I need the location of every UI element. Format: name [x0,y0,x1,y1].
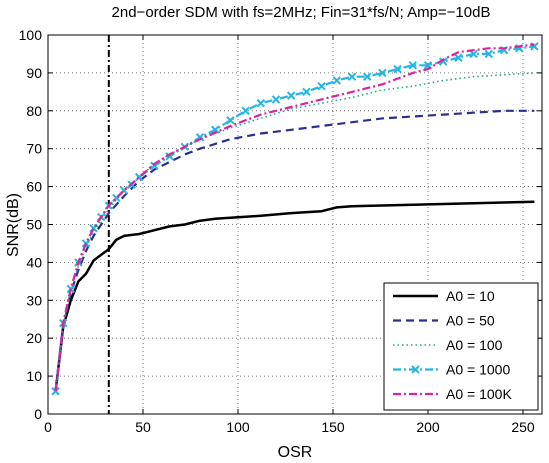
x-tick-label: 0 [44,419,52,435]
y-tick-label: 0 [34,406,42,422]
legend-item: A0 = 100 [393,337,503,353]
x-tick-label: 150 [321,419,345,435]
y-tick-label: 20 [26,330,42,346]
series-line [54,200,535,392]
x-tick-label: 50 [135,419,151,435]
legend-label: A0 = 10 [446,288,495,304]
data-point [210,125,220,134]
y-tick-label: 30 [26,292,42,308]
legend-box [383,282,539,411]
legend-label: A0 = 100K [446,386,512,402]
data-point [271,95,281,104]
y-tick-label: 50 [26,217,42,233]
data-point [393,64,402,74]
legend-label: A0 = 50 [446,313,495,329]
series-line [54,109,535,392]
data-point [408,61,418,70]
legend-item: A0 = 1000 [393,362,510,378]
legend-label: A0 = 1000 [446,362,510,378]
data-point [469,49,478,59]
y-tick-label: 10 [26,368,42,384]
data-point [484,49,494,59]
chart-title: 2nd−order SDM with fs=2MHz; Fin=31*fs/N;… [112,4,491,21]
data-point [241,106,250,116]
data-point [362,72,372,81]
x-tick-label: 250 [511,419,535,435]
data-point [226,116,235,125]
x-axis-title: OSR [278,444,313,461]
x-tick-label: 200 [416,419,440,435]
series-2 [54,109,535,392]
data-point [317,81,326,91]
data-point [332,76,342,85]
y-tick-label: 90 [26,65,42,81]
data-point [302,87,311,97]
data-point [347,72,357,81]
series-5 [54,43,535,392]
legend-label: A0 = 100 [446,337,503,353]
y-tick-label: 100 [19,27,43,43]
series-line [54,43,535,392]
y-tick-label: 70 [26,141,42,157]
legend-marker [411,365,420,374]
legend-item: A0 = 100K [393,386,512,402]
tick-labels: 0 50 100 150 200 250 0 10 20 30 40 50 60 70 80 90 100 [19,27,535,435]
y-tick-label: 40 [26,254,42,270]
series-group [51,42,539,396]
y-tick-label: 60 [26,179,42,195]
data-point [286,91,296,100]
data-point [256,99,266,108]
y-axis-title: SNR(dB) [5,193,22,257]
y-tick-label: 80 [26,103,42,119]
series-1 [54,200,535,392]
legend-item: A0 = 10 [393,288,495,304]
x-tick-label: 100 [226,419,250,435]
data-point [454,53,463,62]
data-point [438,57,448,66]
data-point [378,68,387,78]
legend: A0 = 10 A0 = 50 A0 = 100 A0 = 1000 A0 = 100K [383,282,539,411]
legend-item: A0 = 50 [393,313,495,329]
